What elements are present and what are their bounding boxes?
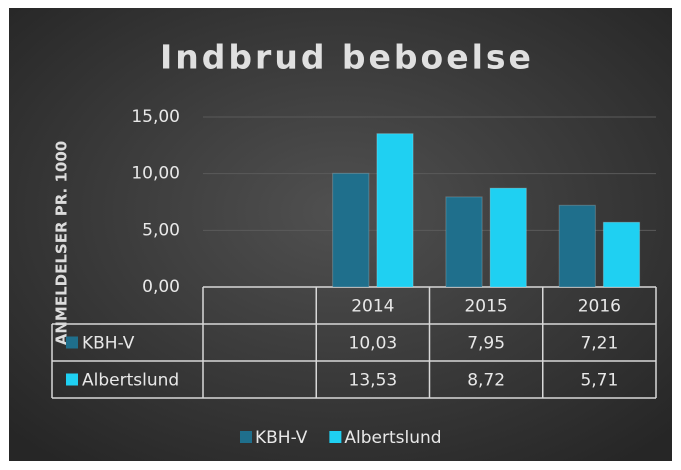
y-tick-label: 15,00 [131,107,180,127]
x-tick-label: 2016 [578,297,621,317]
legend-label: Albertslund [344,428,441,448]
x-tick-label: 2014 [351,297,394,317]
legend-key [329,431,342,443]
table-value: 7,95 [467,334,505,354]
table-series-name: KBH-V [82,334,135,354]
bar [332,172,370,288]
x-tick-label: 2015 [464,297,507,317]
y-tick-label: 10,00 [131,164,180,184]
table-value: 7,21 [580,334,618,354]
y-axis-title: ANMELDELSER PR. 1000 [53,141,71,345]
bar [602,221,641,288]
legend-label: KBH-V [255,428,308,448]
bar [558,204,596,288]
table-series-name: Albertslund [82,371,179,391]
table-value: 8,72 [467,371,505,391]
legend-key [240,431,252,443]
chart-title: Indbrud beboelse [160,38,534,77]
table-value: 5,71 [580,371,618,391]
table-legend-key [66,373,78,386]
y-tick-label: 5,00 [142,220,180,240]
table-value: 13,53 [349,371,398,391]
y-tick-label: 0,00 [142,277,180,297]
bar [489,187,527,288]
table-legend-key [66,336,78,349]
bar [445,196,483,288]
bar [376,133,414,288]
table-value: 10,03 [349,334,398,354]
